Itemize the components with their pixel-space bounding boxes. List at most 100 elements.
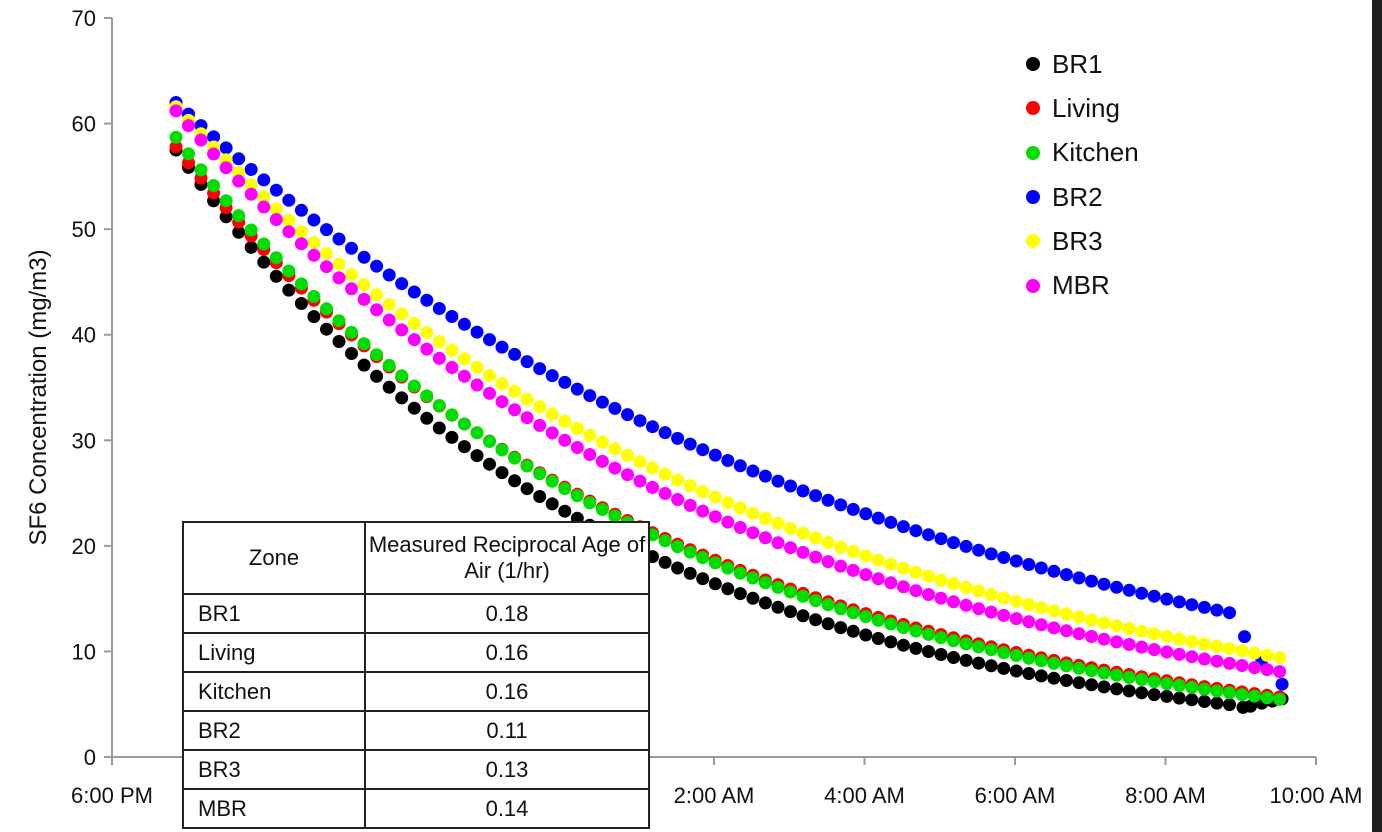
data-point xyxy=(257,255,271,269)
data-point xyxy=(244,163,258,176)
data-point xyxy=(307,213,321,227)
data-point xyxy=(621,448,634,462)
data-point xyxy=(395,391,409,405)
data-point xyxy=(922,588,935,601)
legend-label: BR3 xyxy=(1052,225,1103,256)
data-point xyxy=(432,302,446,315)
data-point xyxy=(834,540,848,554)
data-point xyxy=(809,594,823,608)
data-point xyxy=(683,566,697,580)
data-point xyxy=(533,490,547,503)
data-point xyxy=(884,557,898,571)
data-point xyxy=(871,553,885,567)
data-point xyxy=(997,591,1011,605)
data-point xyxy=(696,504,710,518)
data-point xyxy=(972,602,986,616)
legend-label: Living xyxy=(1052,92,1120,123)
data-point xyxy=(457,369,471,383)
data-point xyxy=(796,526,810,540)
data-point xyxy=(558,414,572,428)
data-point xyxy=(633,455,647,469)
data-point xyxy=(207,147,221,161)
data-point xyxy=(1122,583,1136,597)
table-cell-zone: Living xyxy=(182,632,366,673)
data-point xyxy=(457,417,471,431)
series-mbr xyxy=(169,104,1287,679)
data-point xyxy=(846,563,860,577)
legend-item-kitchen: Kitchen xyxy=(1026,131,1139,175)
data-point xyxy=(520,411,534,425)
data-point xyxy=(1110,580,1124,594)
x-tick-label: 4:00 AM xyxy=(824,783,905,808)
data-point xyxy=(884,617,898,631)
data-point xyxy=(947,577,960,591)
data-point xyxy=(1273,651,1287,664)
data-point xyxy=(1110,668,1124,682)
data-point xyxy=(859,549,873,563)
data-point xyxy=(420,293,434,307)
table-header-zone: Zone xyxy=(182,521,366,595)
data-point xyxy=(896,621,910,635)
data-point xyxy=(871,511,885,525)
table-header-row: Zone Measured Reciprocal Age of Air (1/h… xyxy=(182,521,650,595)
data-point xyxy=(1147,627,1161,641)
data-point xyxy=(658,534,672,548)
legend-marker xyxy=(1026,101,1040,116)
data-point xyxy=(1197,637,1211,651)
data-point xyxy=(320,322,333,336)
data-point xyxy=(483,435,496,448)
data-point xyxy=(972,656,986,670)
data-point xyxy=(771,600,785,614)
data-point xyxy=(758,531,772,545)
data-point xyxy=(1085,630,1098,643)
data-point xyxy=(395,307,409,321)
data-point xyxy=(984,605,998,619)
data-point xyxy=(545,426,559,440)
data-point xyxy=(332,335,346,348)
data-point xyxy=(997,646,1011,660)
data-point xyxy=(269,213,283,226)
data-point xyxy=(1122,638,1136,651)
data-point xyxy=(1197,600,1211,614)
data-point xyxy=(470,449,484,463)
data-point xyxy=(658,487,672,500)
data-point xyxy=(432,421,446,435)
data-point xyxy=(683,479,697,493)
data-point xyxy=(1022,598,1036,612)
data-point xyxy=(483,386,496,400)
data-point xyxy=(922,645,935,658)
data-point xyxy=(733,587,747,601)
data-point xyxy=(696,485,710,498)
data-point xyxy=(683,498,697,512)
data-point xyxy=(733,501,747,515)
data-point xyxy=(307,248,321,262)
data-point xyxy=(721,582,735,596)
data-point xyxy=(859,610,873,624)
series-br2 xyxy=(169,96,1289,691)
data-point xyxy=(1235,659,1249,672)
table-cell-zone: BR1 xyxy=(182,593,366,634)
data-point xyxy=(608,442,622,456)
data-point xyxy=(320,260,333,274)
data-point xyxy=(1085,664,1098,678)
data-point xyxy=(809,489,823,503)
data-point xyxy=(997,661,1011,675)
data-point xyxy=(633,414,647,428)
legend-marker xyxy=(1026,145,1040,160)
data-point xyxy=(1034,654,1048,668)
data-point xyxy=(370,288,384,302)
legend-label: Kitchen xyxy=(1052,137,1139,168)
data-point xyxy=(545,474,559,488)
data-point xyxy=(721,496,735,510)
y-tick-label: 0 xyxy=(84,745,96,770)
data-point xyxy=(796,545,810,559)
data-point xyxy=(947,595,960,609)
table-cell-rate: 0.18 xyxy=(364,593,650,634)
data-point xyxy=(846,502,860,516)
data-point xyxy=(1273,665,1287,679)
data-point xyxy=(834,621,848,635)
data-point xyxy=(445,343,459,357)
data-point xyxy=(1072,661,1086,675)
data-point xyxy=(495,340,509,354)
legend-item-br2: BR2 xyxy=(1026,175,1139,219)
